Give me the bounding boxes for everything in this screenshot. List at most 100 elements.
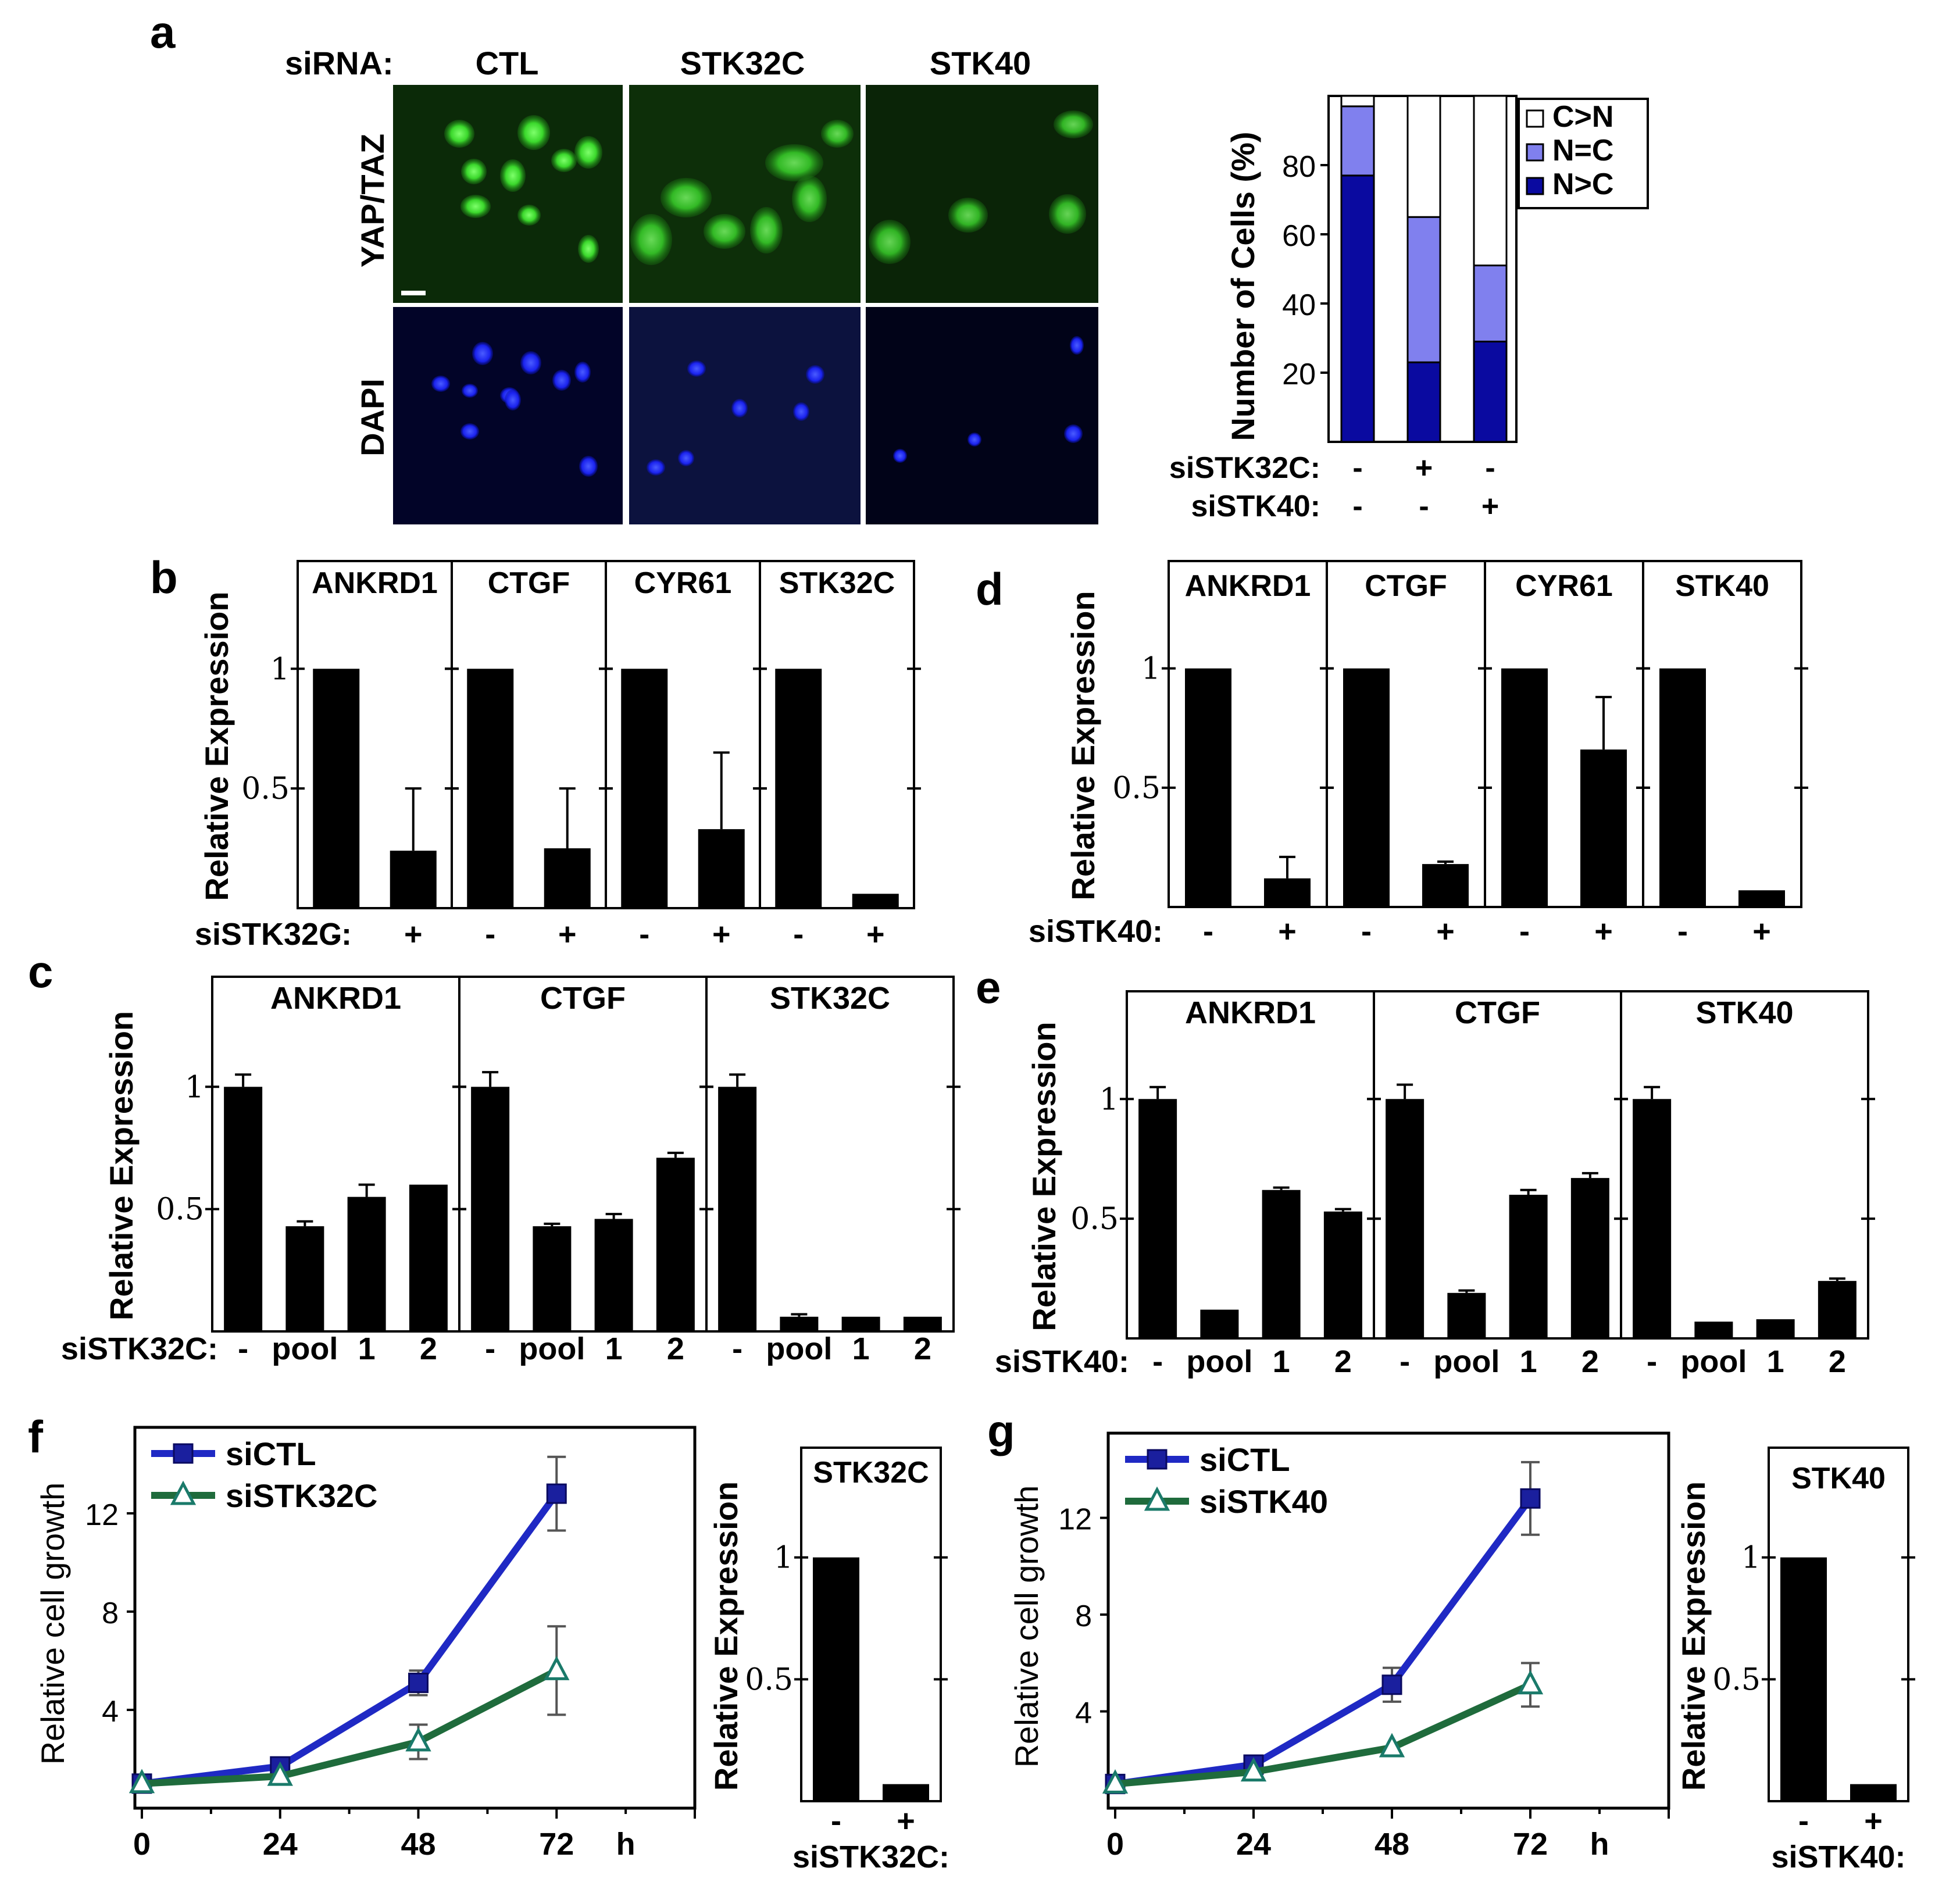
x-tick-label: 0 [133, 1827, 151, 1862]
subpanel-title: ANKRD1 [312, 566, 438, 600]
legend-marker-square [173, 1443, 194, 1464]
cells-yap-stk32c [630, 120, 854, 265]
bar [1200, 1309, 1239, 1338]
bar [780, 1316, 819, 1331]
y-tick-label: 8 [1075, 1599, 1092, 1633]
data-point-triangle [1240, 1757, 1267, 1782]
y-axis-label: Relative Expression [708, 1481, 744, 1791]
row-label: siSTK40: [1771, 1840, 1905, 1874]
bar [1323, 1211, 1362, 1338]
y-axis-label: Relative Expression [198, 591, 235, 901]
y-tick-label: 4 [102, 1695, 119, 1729]
legend-swatch [1526, 109, 1544, 128]
category-label: 2 [1581, 1344, 1599, 1379]
subpanel-frame [759, 560, 915, 909]
cells-yap-stk40 [869, 110, 1093, 264]
category-label: + [1436, 914, 1455, 949]
legend-label: siSTK32C [226, 1477, 377, 1514]
y-tick-label: 1 [185, 1070, 204, 1105]
x-tick-label: 0 [1106, 1827, 1124, 1862]
subpanel-title: STK32C [770, 981, 890, 1016]
x-tick-label: 24 [1236, 1827, 1271, 1862]
micrograph-yap-ctl [393, 85, 623, 303]
series-line [1115, 1681, 1532, 1788]
legend-label: siSTK40 [1199, 1483, 1328, 1520]
y-tick-label: 0.5 [745, 1662, 793, 1697]
bar [1818, 1281, 1857, 1338]
legend-marker-square [1147, 1449, 1168, 1470]
y-tick-label: 0.5 [1112, 771, 1161, 806]
bar [1756, 1319, 1795, 1338]
bar [1659, 668, 1706, 907]
bar [1264, 878, 1311, 907]
category-label: 1 [605, 1331, 623, 1366]
bar [544, 848, 591, 908]
bar [852, 894, 899, 908]
stacked-bar-segment [1473, 265, 1508, 342]
bar [718, 1087, 757, 1331]
subpanel-title: STK32C [813, 1456, 929, 1490]
bar [409, 1184, 448, 1331]
bar [775, 669, 822, 908]
category-label: 2 [667, 1331, 684, 1366]
bar [285, 1226, 324, 1331]
x-axis-label: h [616, 1827, 636, 1862]
y-tick-label: 1 [774, 1541, 793, 1576]
bar [1580, 749, 1627, 907]
category-label: + [897, 1804, 915, 1838]
x-tick-label: 48 [401, 1827, 435, 1862]
category-label: - [732, 1331, 742, 1366]
bar [594, 1219, 633, 1331]
subpanel-title: ANKRD1 [270, 981, 401, 1016]
subpanel-title: STK32C [779, 566, 895, 600]
category-label: + [1864, 1804, 1883, 1838]
stacked-bar-segment [1473, 340, 1508, 443]
bar [224, 1087, 263, 1331]
subpanel-title: CTGF [1455, 995, 1540, 1030]
category-label: 2 [914, 1331, 931, 1366]
subpanel-title: CTGF [1365, 569, 1447, 603]
bar [313, 669, 360, 908]
bar [883, 1784, 929, 1801]
panel-label-b: b [150, 552, 178, 603]
y-tick-label: 4 [1075, 1697, 1092, 1730]
y-tick-label: 1 [1741, 1541, 1761, 1576]
category-label: - [485, 1331, 495, 1366]
y-tick-label: 60 [1282, 219, 1316, 253]
x-tick-label: 72 [1513, 1827, 1548, 1862]
bar [841, 1316, 880, 1331]
x-tick-label: 24 [263, 1827, 298, 1862]
legend-marker-triangle [1144, 1486, 1170, 1511]
bar [1633, 1099, 1672, 1338]
subpanel-frame [800, 1447, 942, 1802]
row-label: siSTK32C: [792, 1840, 949, 1874]
category-label: - [238, 1331, 248, 1366]
y-axis-label: Relative Expression [1065, 591, 1101, 900]
category-label: - [1203, 914, 1213, 949]
condition-row-label: siSTK32C: [1169, 451, 1320, 485]
x-tick-label: 48 [1375, 1827, 1409, 1862]
category-label: - [1152, 1344, 1163, 1379]
category-label: + [1278, 914, 1297, 949]
scale-bar [401, 291, 426, 295]
data-point-triangle [128, 1769, 155, 1794]
y-tick-label: 12 [1058, 1503, 1092, 1537]
bar [1386, 1099, 1425, 1338]
y-tick-label: 40 [1282, 288, 1316, 322]
stacked-bar-segment [1406, 95, 1441, 218]
bar [1501, 668, 1548, 907]
panel-label-f: f [28, 1411, 44, 1462]
bar [1422, 864, 1469, 907]
stacked-bar-segment [1473, 95, 1508, 267]
category-label: 2 [1829, 1344, 1846, 1379]
stacked-bar-segment [1340, 105, 1375, 177]
data-point-triangle [1517, 1670, 1544, 1695]
y-tick-label: 20 [1282, 358, 1316, 391]
y-axis-label: Number of Cells (%) [1224, 131, 1261, 441]
data-point-triangle [544, 1656, 570, 1680]
category-label: 1 [852, 1331, 870, 1366]
bar [656, 1158, 695, 1331]
